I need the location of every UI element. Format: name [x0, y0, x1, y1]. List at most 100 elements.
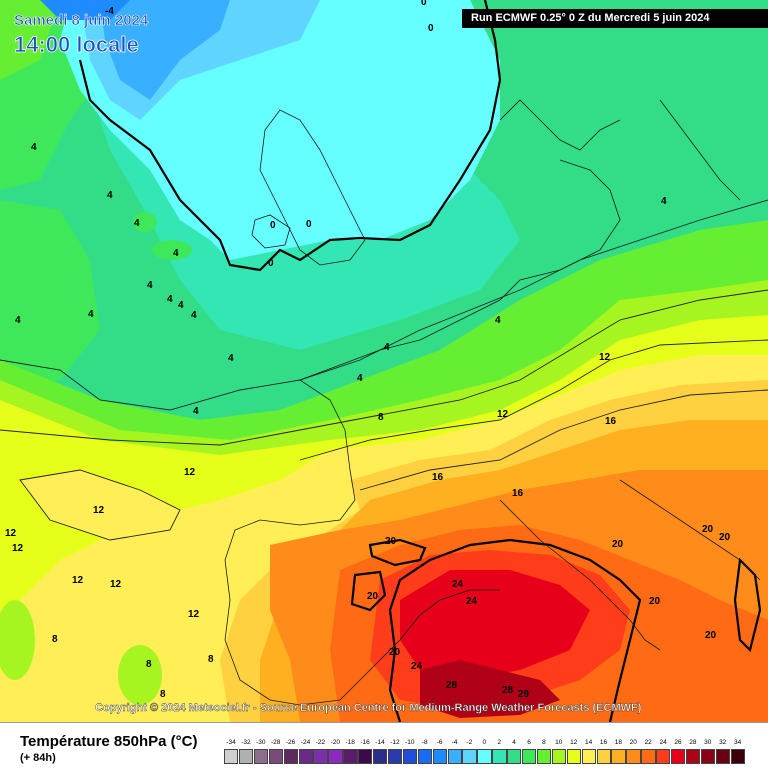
- contour-label: -4: [105, 6, 114, 17]
- scale-label: 34: [733, 739, 742, 746]
- contour-8c: [0, 289, 768, 446]
- forecast-time: 14:00 locale: [14, 32, 140, 58]
- scale-swatch: [268, 749, 284, 764]
- isotherm-20c: [388, 538, 642, 722]
- scale-label: -8: [421, 739, 428, 746]
- field-6c-patch-c: [152, 240, 192, 260]
- scale-label: -14: [375, 739, 385, 746]
- scale-swatch: [656, 749, 671, 764]
- isotherm-0c: [78, 0, 502, 272]
- scale-label: -4: [451, 739, 458, 746]
- scale-swatch: [432, 749, 447, 764]
- scale-label: 2: [497, 739, 501, 746]
- scale-swatch: [343, 749, 358, 764]
- scale-swatch: [358, 749, 373, 764]
- scale-swatch: [581, 749, 596, 764]
- contour-label: 4: [173, 248, 179, 259]
- copyright-notice: Copyright © 2024 Meteociel.fr - Source E…: [95, 702, 642, 714]
- scale-swatch: [671, 749, 686, 764]
- scale-label: -22: [315, 739, 326, 746]
- forecast-date: Samedi 8 juin 2024: [14, 12, 149, 30]
- field-8c-patch-s: [118, 645, 162, 705]
- contour-label: 20: [389, 647, 401, 658]
- scale-label: 32: [719, 739, 727, 746]
- variable-title: Température 850hPa (°C): [20, 733, 198, 750]
- contour-label: 0: [421, 0, 427, 8]
- scale-swatch: [551, 749, 567, 764]
- scale-label: -24: [300, 739, 311, 746]
- scale-label: -10: [405, 739, 415, 746]
- scale-label: 30: [704, 739, 712, 746]
- contour-label: 12: [184, 467, 196, 478]
- scale-swatch: [611, 749, 626, 764]
- scale-swatch: [387, 749, 403, 764]
- scale-swatch: [447, 749, 462, 764]
- contour-label: 24: [466, 596, 478, 607]
- scale-swatch: [417, 749, 433, 764]
- contour-label: 8: [208, 654, 214, 665]
- scale-label: 24: [659, 739, 667, 746]
- contour-label: 12: [497, 409, 509, 420]
- scale-swatch: [641, 749, 656, 764]
- scale-label: 18: [614, 739, 622, 746]
- contour-4c: [0, 199, 768, 411]
- contour-label: 4: [191, 310, 197, 321]
- contour-label: 20: [702, 524, 714, 535]
- contour-label: 4: [88, 309, 94, 320]
- contour-label: 4: [134, 218, 140, 229]
- contour-label: 8: [160, 689, 166, 700]
- contour-label: 28: [502, 685, 514, 696]
- scale-label: 6: [527, 739, 531, 746]
- scale-swatch: [253, 749, 269, 764]
- scale-label: 16: [599, 739, 608, 746]
- contour-label: 12: [5, 528, 17, 539]
- scale-label: 22: [644, 739, 652, 746]
- scale-label: -18: [345, 739, 355, 746]
- contour-label: 20: [719, 532, 731, 543]
- contour-label: 20: [705, 630, 717, 641]
- scale-label: -20: [330, 739, 340, 746]
- scale-label: 4: [512, 739, 516, 746]
- contour-label: 16: [512, 488, 524, 499]
- scale-swatch: [313, 749, 328, 764]
- contour-label: 4: [495, 315, 501, 326]
- scale-swatch: [238, 749, 254, 764]
- scale-label: 8: [542, 739, 546, 746]
- contour-label: 24: [411, 661, 423, 672]
- scale-label: -16: [360, 739, 370, 746]
- contour-label: 20: [612, 539, 624, 550]
- contour-label: 8: [378, 412, 384, 423]
- scale-swatch: [566, 749, 582, 764]
- scale-label: -26: [285, 739, 296, 746]
- contour-label: 4: [357, 373, 363, 384]
- scale-swatch: [402, 749, 418, 764]
- contour-label: 12: [72, 575, 84, 586]
- contour-label: 0: [428, 23, 434, 34]
- field-28c: [420, 660, 560, 718]
- contour-label: 20: [385, 536, 397, 547]
- isotherm-20c-loop2: [350, 570, 387, 612]
- contour-label: 28: [446, 680, 458, 691]
- scale-label: -28: [270, 739, 281, 746]
- contour-label: 0: [268, 258, 274, 269]
- field-8c-band: [0, 220, 768, 450]
- scale-swatch: [477, 749, 492, 764]
- contour-label: 20: [367, 591, 379, 602]
- scale-label: -32: [241, 739, 251, 746]
- scale-swatch: [283, 749, 298, 764]
- field-6c-patch-a: [18, 129, 42, 161]
- field-minus4c: [100, 0, 230, 100]
- contour-12c-bay: [19, 469, 181, 541]
- contour-label: 12: [110, 579, 122, 590]
- contour-label: 4: [661, 196, 667, 207]
- coastlines: [224, 99, 761, 706]
- scale-label: -34: [226, 739, 236, 746]
- scale-label: 26: [674, 739, 682, 746]
- field-minus4c-top: [40, 0, 130, 20]
- scale-swatch: [224, 749, 239, 764]
- contour-label: 4: [15, 315, 21, 326]
- field-8c-patch-sw: [0, 600, 35, 680]
- scale-label: -2: [466, 739, 473, 746]
- contour-label: 24: [452, 579, 464, 590]
- scale-label: 10: [555, 739, 563, 746]
